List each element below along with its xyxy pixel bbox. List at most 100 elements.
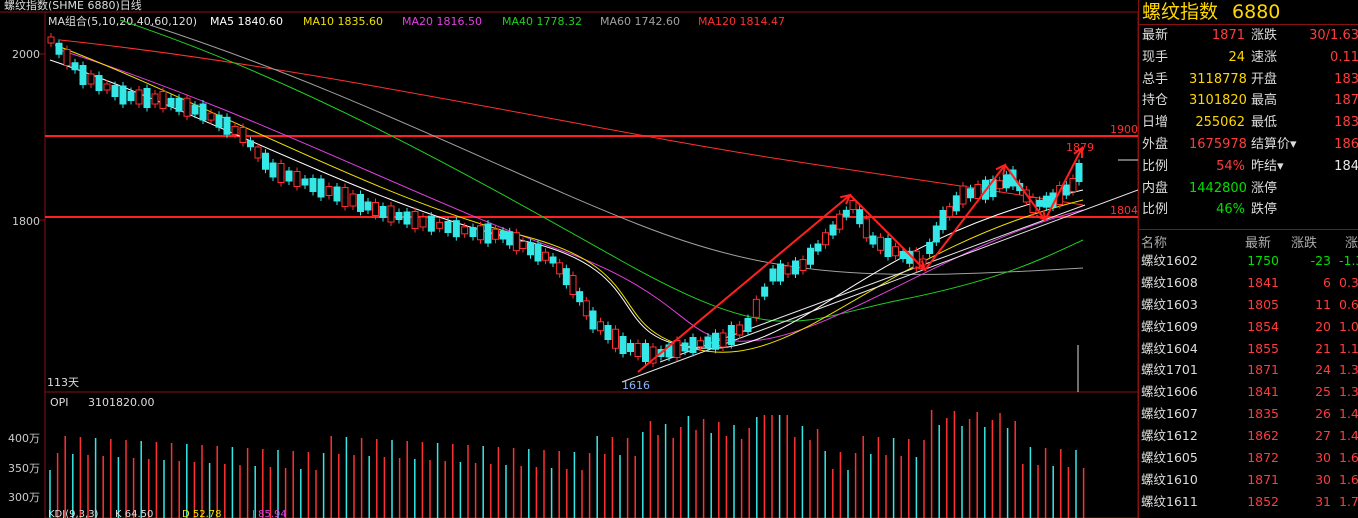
contract-row[interactable]: 螺纹1606 1841 25 1.3	[1139, 381, 1358, 403]
candle-body	[349, 193, 357, 207]
quote-row: 内盘 1442800 涨停	[1139, 178, 1358, 200]
hdr-chg: 涨跌	[1291, 236, 1318, 251]
candle-body	[419, 216, 427, 228]
ma-legend-item: MA120 1814.47	[698, 15, 785, 28]
moving-average-lines	[49, 19, 1084, 353]
contract-name: 螺纹1608	[1141, 274, 1198, 290]
contract-row[interactable]: 螺纹1611 1852 31 1.7	[1139, 491, 1358, 513]
candle-body	[836, 213, 844, 230]
contract-row[interactable]: 螺纹1604 1855 21 1.1	[1139, 338, 1358, 360]
ma-legend-item: MA20 1816.50	[402, 15, 482, 28]
candle-body	[499, 230, 507, 240]
open-interest-bars	[49, 410, 1085, 518]
arrow-head	[1073, 146, 1084, 159]
high-label: 1879	[1066, 141, 1094, 154]
candle-body	[309, 178, 317, 192]
contract-change: 6	[1323, 274, 1331, 290]
contract-row[interactable]: 螺纹1609 1854 20 1.0	[1139, 316, 1358, 338]
kdj-k: K 64.50	[115, 509, 153, 518]
quote-label: 最低	[1251, 115, 1278, 131]
contract-row[interactable]: 螺纹1602 1750 -23 -1.3	[1139, 250, 1358, 272]
candle-body	[1009, 169, 1017, 187]
contract-pct: -1.3	[1339, 253, 1358, 268]
symbol-name: 螺纹指数(SHME 6880)日线	[4, 0, 142, 12]
candle-body	[317, 178, 325, 198]
quote-value: 187	[1334, 93, 1358, 109]
contract-pct: 1.0	[1339, 318, 1358, 334]
candle-body	[111, 85, 119, 97]
candle-body	[395, 212, 403, 220]
quote-label: 现手	[1142, 49, 1169, 65]
contract-row[interactable]: 螺纹1701 1871 24 1.3	[1139, 359, 1358, 381]
candle-body	[47, 36, 55, 44]
contract-pct: 1.6	[1339, 450, 1358, 466]
quote-value: 46%	[1216, 202, 1245, 218]
candle-body	[127, 91, 135, 101]
quote-label: 外盘	[1142, 136, 1169, 152]
candlesticks	[47, 33, 1083, 367]
candle-body	[842, 209, 850, 217]
quote-panel: 螺纹指数 6880 最新 1871 涨跌 30/1.63 现手 24 速涨 0.11 总手 3118…	[1138, 0, 1358, 518]
candle-body	[752, 298, 760, 318]
candle-body	[372, 202, 379, 216]
quote-value: 184	[1334, 158, 1358, 174]
contract-name: 螺纹1611	[1141, 493, 1198, 509]
contract-price: 1852	[1247, 493, 1279, 509]
ma-legend: MA5 1840.60 MA10 1835.60 MA20 1816.50 MA40 …	[210, 15, 785, 28]
contract-row[interactable]: 螺纹1610 1871 30 1.6	[1139, 469, 1358, 491]
candle-body	[967, 188, 974, 199]
quote-label: 速涨	[1251, 49, 1278, 65]
candle-body	[191, 104, 199, 115]
candle-body	[63, 49, 71, 66]
candle-body	[612, 328, 619, 349]
contract-list-header: 名称 最新 涨跌 涨	[1139, 230, 1358, 251]
candle-body	[527, 242, 534, 256]
candle-body	[333, 186, 341, 202]
moving-average-line	[119, 19, 1084, 322]
quote-title: 螺纹指数 6880	[1139, 0, 1358, 25]
contract-change: 31	[1315, 493, 1331, 509]
opi-value: 3101820.00	[88, 396, 154, 409]
candle-body	[436, 221, 444, 229]
contract-row[interactable]: 螺纹1607 1835 26 1.4	[1139, 403, 1358, 425]
kline-chart[interactable]: 螺纹指数(SHME 6880)日线 MA组合(5,10,20,40,60,120…	[0, 0, 1138, 518]
uptrend-line-upper[interactable]	[621, 189, 1138, 383]
quote-label: 最新	[1142, 28, 1169, 43]
candle-body	[1036, 199, 1044, 207]
candle-body	[1056, 185, 1064, 205]
quote-value: 3118778	[1189, 71, 1247, 87]
candle-body	[777, 263, 784, 282]
candle-body	[135, 89, 143, 105]
ma-legend-item: MA5 1840.60	[210, 15, 283, 28]
candle-body	[1062, 184, 1070, 196]
contract-change: 20	[1315, 318, 1331, 334]
quote-name: 螺纹指数	[1142, 1, 1219, 23]
candle-body	[974, 184, 982, 199]
price-tick-1800: 1800	[12, 215, 40, 228]
candle-body	[697, 340, 704, 348]
contract-row[interactable]: 螺纹1612 1862 27 1.4	[1139, 425, 1358, 447]
candle-body	[95, 75, 103, 91]
contract-change: 11	[1315, 296, 1331, 312]
candle-body	[807, 247, 814, 265]
candle-body	[469, 227, 477, 237]
contract-row[interactable]: 螺纹1608 1841 6 0.3	[1139, 272, 1358, 294]
candle-body	[869, 235, 877, 245]
candle-body	[223, 116, 231, 135]
contract-change: 30	[1315, 450, 1331, 466]
contract-list: 螺纹1602 1750 -23 -1.3 螺纹1608 1841 6 0.3 螺纹1603 180…	[1139, 250, 1358, 513]
contract-price: 1805	[1247, 296, 1279, 312]
candle-body	[119, 85, 127, 105]
contract-row[interactable]: 螺纹1603 1805 11 0.6	[1139, 294, 1358, 316]
candle-body	[959, 185, 967, 205]
candle-body	[293, 171, 301, 187]
contract-pct: 1.4	[1339, 406, 1358, 422]
contract-pct: 0.6	[1339, 296, 1358, 312]
contract-row[interactable]: 螺纹1605 1872 30 1.6	[1139, 447, 1358, 469]
candle-body	[712, 332, 719, 350]
quote-row: 持仓 3101820 最高 187	[1139, 90, 1358, 112]
quote-label: 涨跌	[1251, 28, 1278, 43]
candle-body	[403, 211, 411, 225]
quote-value: 30/1.63	[1309, 28, 1358, 43]
low-label: 1616	[622, 379, 650, 392]
